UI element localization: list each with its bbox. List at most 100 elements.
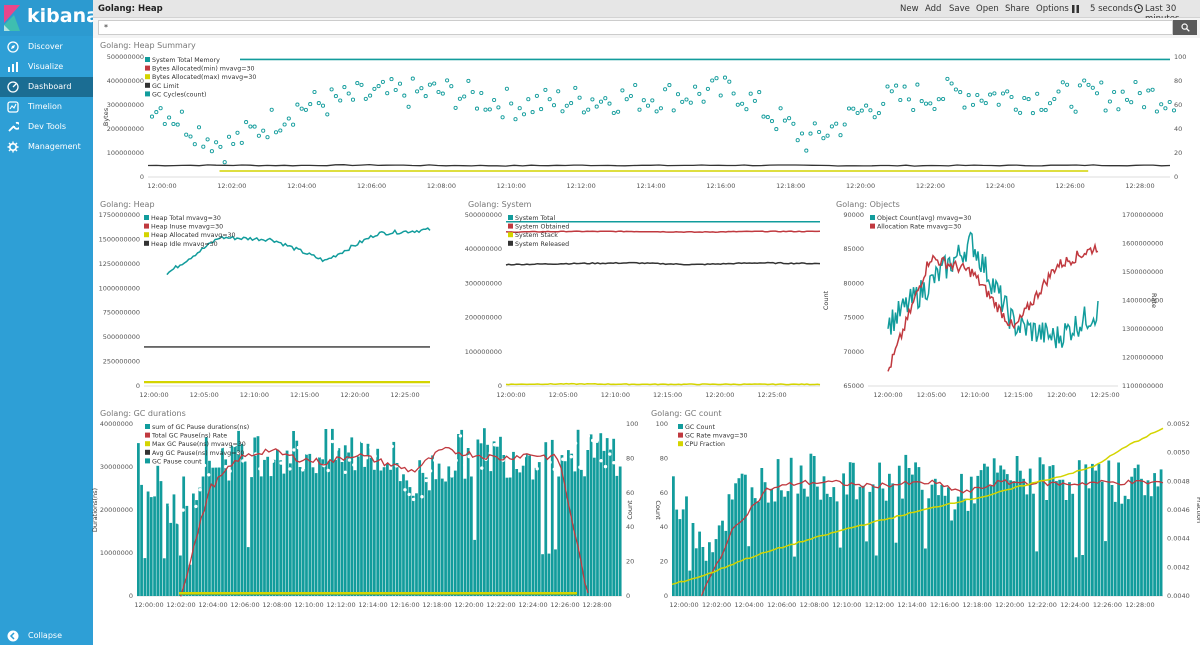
- gc-pause-bar: [444, 481, 447, 596]
- gc-cycles-point: [590, 97, 595, 102]
- x-tick-label: 12:26:00: [1093, 601, 1122, 609]
- gc-cycles-point: [244, 120, 249, 125]
- open-button[interactable]: Open: [976, 4, 999, 14]
- gc-cycles-point: [1073, 109, 1078, 114]
- x-tick-label: 12:24:00: [518, 601, 547, 609]
- gc-pause-count-point: [548, 460, 552, 464]
- gc-pause-bar: [583, 476, 586, 596]
- save-button[interactable]: Save: [949, 4, 970, 14]
- legend-item: CPU Fraction: [685, 441, 725, 448]
- gc-cycles-point: [710, 78, 715, 83]
- series-line-system-stack: [505, 382, 821, 386]
- gc-pause-bar: [515, 469, 519, 596]
- gc-cycles-point: [308, 102, 313, 107]
- gc-pause-count-point: [569, 455, 573, 459]
- gc-pause-bar: [563, 461, 567, 596]
- gc-pause-bar: [337, 448, 341, 596]
- add-button[interactable]: Add: [925, 4, 942, 14]
- gc-cycles-point: [624, 97, 629, 102]
- sidebar-item-management[interactable]: Management: [0, 137, 93, 157]
- gc-cycles-point: [338, 98, 343, 103]
- search-button[interactable]: [1173, 20, 1197, 35]
- gc-pause-bar: [476, 439, 480, 596]
- gc-cycles-point: [693, 84, 698, 89]
- gc-pause-bar: [437, 463, 441, 596]
- gc-cycles-point: [966, 93, 971, 98]
- sidebar-item-label: Timelion: [28, 102, 62, 111]
- gc-pause-bar: [201, 476, 205, 596]
- gc-count-bar: [1058, 479, 1062, 596]
- share-button[interactable]: Share: [1005, 4, 1030, 14]
- refresh-interval-button[interactable]: 5 seconds: [1090, 4, 1133, 14]
- legend-item: GC Count: [685, 424, 716, 431]
- sidebar-item-dashboard[interactable]: Dashboard: [0, 77, 93, 97]
- gc-cycles-point: [256, 133, 261, 138]
- collapse-button[interactable]: Collapse: [0, 628, 93, 644]
- gc-cycles-point: [825, 133, 830, 138]
- gc-count-bar: [1045, 500, 1048, 596]
- sidebar-item-discover[interactable]: Discover: [0, 37, 93, 57]
- new-button[interactable]: New: [900, 4, 919, 14]
- legend-swatch: [678, 441, 683, 447]
- gc-count-bar: [1156, 486, 1160, 596]
- sidebar-item-timelion[interactable]: Timelion: [0, 97, 93, 117]
- y2-tick-label: 0.0048: [1167, 477, 1190, 485]
- gc-pause-count-point: [271, 459, 275, 463]
- x-tick-label: 12:15:00: [653, 391, 682, 399]
- page-title: Golang: Heap: [98, 4, 163, 14]
- gc-cycles-point: [988, 92, 993, 97]
- sidebar-item-dev-tools[interactable]: Dev Tools: [0, 117, 93, 137]
- brand[interactable]: kibana: [0, 0, 99, 36]
- sidebar-item-visualize[interactable]: Visualize: [0, 57, 93, 77]
- gc-cycles-point: [235, 130, 240, 135]
- gc-pause-bar: [521, 465, 525, 596]
- y-tick-label: 80000: [843, 279, 864, 287]
- gc-pause-count-point: [450, 474, 454, 478]
- gc-cycles-point: [667, 83, 672, 88]
- gc-cycles-point: [889, 89, 894, 94]
- gc-count-bar: [672, 476, 675, 596]
- gc-count-bar: [996, 472, 999, 596]
- x-tick-label: 12:14:00: [358, 601, 387, 609]
- y2-tick-label: 0.0052: [1167, 420, 1190, 428]
- gc-cycles-point: [453, 105, 458, 110]
- gc-pause-bar: [143, 558, 147, 596]
- gc-pause-count-point: [352, 463, 356, 467]
- gc-count-bar: [734, 483, 737, 596]
- gc-pause-bar: [466, 448, 470, 596]
- gc-pause-count-point: [424, 478, 428, 483]
- series-line-gc-rate-mvavg-30: [700, 479, 1164, 596]
- legend-swatch: [145, 82, 150, 88]
- legend-item: System Total: [515, 215, 555, 222]
- gc-cycles-point: [663, 87, 668, 92]
- gc-pause-bar: [460, 429, 464, 596]
- gc-count-bar: [724, 530, 728, 596]
- gc-cycles-point: [885, 84, 890, 89]
- gc-cycles-point: [1056, 89, 1061, 94]
- gc-pause-bar: [447, 466, 451, 596]
- x-tick-label: 12:08:00: [427, 182, 456, 190]
- gc-cycles-point: [680, 99, 685, 104]
- gc-pause-bar: [547, 553, 551, 596]
- gc-cycles-point: [902, 84, 907, 89]
- gc-cycles-point: [1103, 108, 1108, 113]
- gc-pause-count-point: [313, 461, 318, 466]
- gc-pause-count-point: [475, 434, 480, 438]
- gc-pause-count-point: [373, 454, 377, 458]
- gc-pause-count-point: [236, 451, 241, 455]
- gc-pause-bar: [502, 455, 506, 596]
- gc-cycles-point: [239, 140, 244, 145]
- gc-pause-count-point: [168, 503, 173, 507]
- y2-tick-label: 1600000000: [1122, 240, 1163, 248]
- pause-icon[interactable]: [1072, 5, 1079, 13]
- y-tick-label: 1250000000: [99, 260, 140, 268]
- gc-count-bar: [757, 501, 760, 596]
- gc-pause-count-point: [428, 469, 433, 473]
- search-input[interactable]: [98, 20, 1173, 35]
- gc-cycles-point: [787, 116, 792, 121]
- options-button[interactable]: Options: [1036, 4, 1069, 14]
- gc-cycles-point: [393, 87, 398, 93]
- gc-cycles-point: [526, 97, 531, 102]
- gc-pause-bar: [495, 446, 499, 596]
